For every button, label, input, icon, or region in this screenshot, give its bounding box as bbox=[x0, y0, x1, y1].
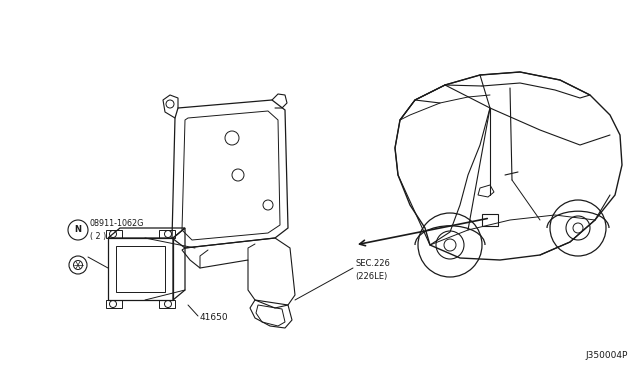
Text: 08911-1062G
( 2 ): 08911-1062G ( 2 ) bbox=[90, 219, 145, 241]
Text: SEC.226
(226LE): SEC.226 (226LE) bbox=[355, 259, 390, 281]
Text: J350004P: J350004P bbox=[586, 351, 628, 360]
Text: 41650: 41650 bbox=[200, 314, 228, 323]
Text: N: N bbox=[74, 225, 81, 234]
